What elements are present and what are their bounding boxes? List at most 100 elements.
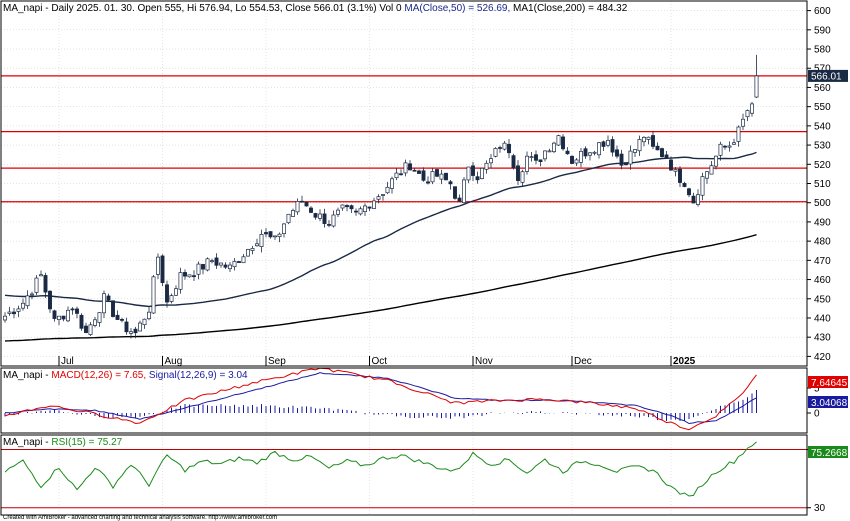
candle-up	[642, 136, 646, 143]
candle-up	[97, 312, 102, 323]
candle-down	[237, 261, 241, 263]
price-tick-label: 570	[814, 64, 831, 75]
macd-header-macd: MACD(12,26) = 7.65,	[51, 370, 146, 381]
date-tick-label: Sep	[268, 356, 286, 367]
candle-up	[21, 302, 25, 309]
candle-down	[120, 319, 124, 321]
candle-up	[732, 142, 736, 145]
price-tick-label: 530	[814, 141, 831, 152]
candle-up	[318, 213, 322, 219]
candle-up	[273, 235, 277, 238]
price-tick-label: 580	[814, 45, 831, 56]
candle-down	[601, 141, 606, 147]
candle-up	[66, 309, 70, 322]
candle-down	[399, 173, 403, 176]
candle-down	[669, 159, 673, 171]
candle-down	[691, 195, 696, 204]
rsi-tick-label: 30	[814, 503, 826, 514]
candles	[3, 54, 759, 339]
close-price-tag	[808, 69, 848, 82]
candle-up	[592, 151, 597, 154]
candle-down	[678, 168, 682, 183]
candle-up	[196, 263, 201, 275]
candle-up	[385, 186, 390, 194]
date-axis: Jul Aug Sep Oct Nov Dec 2025	[58, 356, 696, 367]
candle-down	[327, 224, 331, 226]
candle-up	[606, 140, 610, 146]
rsi-grid	[58, 435, 672, 515]
candle-up	[138, 322, 142, 332]
candle-up	[466, 166, 471, 181]
macd-pane: 0 5 7.64645 3.04068 MA_napi - MACD(12,26)…	[0, 367, 848, 434]
date-tick-label: Dec	[574, 356, 592, 367]
candle-up	[147, 311, 151, 320]
macd-value-label: 7.64645	[811, 378, 848, 389]
candle-down	[444, 172, 448, 181]
macd-line	[4, 367, 757, 431]
candle-up	[34, 277, 39, 293]
candle-down	[84, 325, 88, 333]
candle-down	[192, 275, 196, 278]
price-tick-label: 460	[814, 275, 831, 286]
candle-up	[336, 209, 340, 215]
candle-up	[705, 171, 709, 179]
candle-down	[516, 165, 520, 181]
candle-up	[597, 142, 601, 156]
candle-up	[750, 103, 754, 114]
candle-down	[304, 201, 309, 207]
candle-up	[376, 196, 381, 200]
candle-down	[511, 155, 516, 169]
rsi-value-tag	[808, 446, 848, 458]
candle-up	[574, 159, 579, 164]
candle-up	[174, 288, 178, 296]
candle-down	[664, 154, 669, 159]
date-tick-label: Oct	[372, 356, 388, 367]
candle-up	[520, 171, 525, 183]
candle-down	[723, 145, 727, 148]
candle-down	[367, 206, 372, 209]
candle-up	[232, 261, 237, 268]
candle-up	[547, 150, 552, 153]
candle-up	[579, 150, 583, 163]
price-header: MA_napi - Daily 2025. 01. 30. Open 555, …	[3, 3, 628, 14]
candle-down	[75, 308, 79, 314]
candle-up	[745, 110, 750, 118]
rsi-frame	[0, 434, 808, 516]
price-tick-label: 450	[814, 294, 831, 305]
candle-up	[529, 156, 534, 158]
price-tick-label: 490	[814, 217, 831, 228]
candle-down	[615, 149, 619, 157]
candle-up	[102, 293, 106, 314]
candle-down	[214, 257, 219, 266]
price-tick-label: 440	[814, 313, 831, 324]
candle-up	[151, 276, 156, 314]
candle-down	[61, 315, 66, 320]
candle-down	[309, 207, 313, 213]
candle-down	[655, 145, 660, 151]
candle-down	[417, 170, 421, 174]
footer-credit: Created with AmiBroker - advanced charti…	[3, 515, 277, 521]
macd-value-tag	[808, 376, 848, 388]
candle-down	[624, 162, 628, 166]
ma50-header: MA(Close,50) = 526.69,	[404, 3, 510, 14]
candle-up	[403, 162, 408, 174]
candle-down	[313, 213, 318, 218]
candle-up	[178, 272, 183, 290]
candle-down	[12, 311, 16, 315]
candle-up	[241, 256, 246, 264]
candle-up	[646, 136, 651, 140]
candle-up	[754, 75, 759, 98]
candle-up	[633, 149, 637, 153]
candle-down	[448, 181, 453, 185]
candle-up	[259, 234, 264, 247]
price-tick-label: 520	[814, 160, 831, 171]
candle-up	[543, 150, 547, 160]
candle-down	[201, 264, 205, 270]
candle-up	[358, 208, 363, 215]
rsi-line	[4, 441, 757, 497]
candle-down	[300, 200, 304, 203]
candle-down	[223, 264, 228, 268]
candle-down	[651, 135, 655, 147]
candle-up	[3, 315, 7, 321]
candle-down	[534, 154, 538, 161]
